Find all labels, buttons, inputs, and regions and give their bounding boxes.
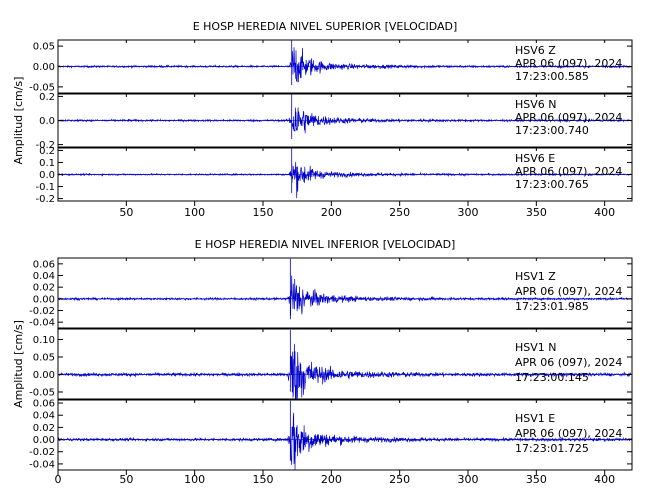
trace-frame [57, 399, 633, 471]
y-axis-label: Amplitud [cm/s] [12, 77, 25, 165]
y-tick-label: -0.04 [29, 318, 55, 329]
panel-title: E HOSP HEREDIA NIVEL INFERIOR [VELOCIDAD… [195, 238, 456, 251]
y-tick-label: 0.00 [33, 370, 55, 381]
record-date-label: APR 06 (097), 2024 [515, 427, 622, 440]
x-tick-label: 50 [119, 206, 133, 219]
x-tick-label: 350 [526, 206, 547, 219]
station-channel-label: HSV6 Z [515, 44, 556, 57]
y-tick-label: 0.05 [33, 353, 55, 364]
station-channel-label: HSV6 E [515, 152, 555, 165]
y-tick-label: 0.00 [33, 294, 55, 305]
x-tick-label: 350 [526, 473, 547, 486]
x-tick-label: 200 [321, 206, 342, 219]
panel-title: E HOSP HEREDIA NIVEL SUPERIOR [VELOCIDAD… [193, 20, 458, 33]
record-time-label: 17:23:00.765 [515, 178, 589, 191]
x-tick-label: 250 [389, 206, 410, 219]
station-channel-label: HSV1 Z [515, 270, 556, 283]
waveform-trace [57, 412, 633, 471]
y-tick-label: -0.05 [29, 388, 55, 399]
y-tick-label: -0.2 [35, 194, 55, 205]
y-tick-label: 0.0 [39, 170, 55, 181]
x-tick-label: 50 [119, 473, 133, 486]
y-tick-label: 0.05 [33, 42, 55, 53]
record-date-label: APR 06 (097), 2024 [515, 165, 622, 178]
record-time-label: 17:23:00.740 [515, 124, 589, 137]
record-date-label: APR 06 (097), 2024 [515, 285, 622, 298]
y-tick-label: 0.06 [33, 259, 55, 270]
y-tick-label: -0.02 [29, 447, 55, 458]
x-tick-label: 100 [184, 473, 205, 486]
y-tick-label: 0.02 [33, 283, 55, 294]
record-time-label: 17:23:00.145 [515, 371, 589, 384]
x-tick-label: 100 [184, 206, 205, 219]
x-tick-label: 300 [458, 206, 479, 219]
trace-frame [57, 257, 633, 329]
y-tick-label: 0.2 [39, 92, 55, 103]
y-tick-label: -0.1 [35, 182, 55, 193]
trace-frame [57, 328, 633, 400]
y-tick-label: 0.04 [33, 271, 55, 282]
record-date-label: APR 06 (097), 2024 [515, 111, 622, 124]
x-tick-label: 150 [253, 206, 274, 219]
station-channel-label: HSV6 N [515, 98, 557, 111]
y-tick-label: 0.10 [33, 335, 55, 346]
y-tick-label: 0.06 [33, 399, 55, 410]
x-tick-label: 300 [458, 473, 479, 486]
y-tick-label: 0.04 [33, 411, 55, 422]
y-tick-label: 0.2 [39, 146, 55, 157]
x-tick-label: 400 [594, 473, 615, 486]
y-tick-label: -0.04 [29, 459, 55, 470]
y-tick-label: 0.1 [39, 158, 55, 169]
record-time-label: 17:23:00.585 [515, 70, 589, 83]
record-time-label: 17:23:01.985 [515, 300, 589, 313]
record-date-label: APR 06 (097), 2024 [515, 356, 622, 369]
station-channel-label: HSV1 N [515, 341, 557, 354]
record-date-label: APR 06 (097), 2024 [515, 57, 622, 70]
y-tick-label: -0.05 [29, 82, 55, 93]
x-tick-label: 150 [253, 473, 274, 486]
y-axis-label: Amplitud [cm/s] [12, 320, 25, 408]
y-tick-label: 0.00 [33, 62, 55, 73]
x-tick-label: 250 [389, 473, 410, 486]
y-tick-label: 0.00 [33, 435, 55, 446]
y-tick-label: -0.02 [29, 306, 55, 317]
y-tick-label: 0.0 [39, 116, 55, 127]
x-tick-label: 400 [594, 206, 615, 219]
record-time-label: 17:23:01.725 [515, 442, 589, 455]
x-tick-label: 0 [55, 473, 62, 486]
y-tick-label: 0.02 [33, 423, 55, 434]
y-tick-label: -0.2 [35, 140, 55, 151]
x-tick-label: 200 [321, 473, 342, 486]
station-channel-label: HSV1 E [515, 412, 555, 425]
